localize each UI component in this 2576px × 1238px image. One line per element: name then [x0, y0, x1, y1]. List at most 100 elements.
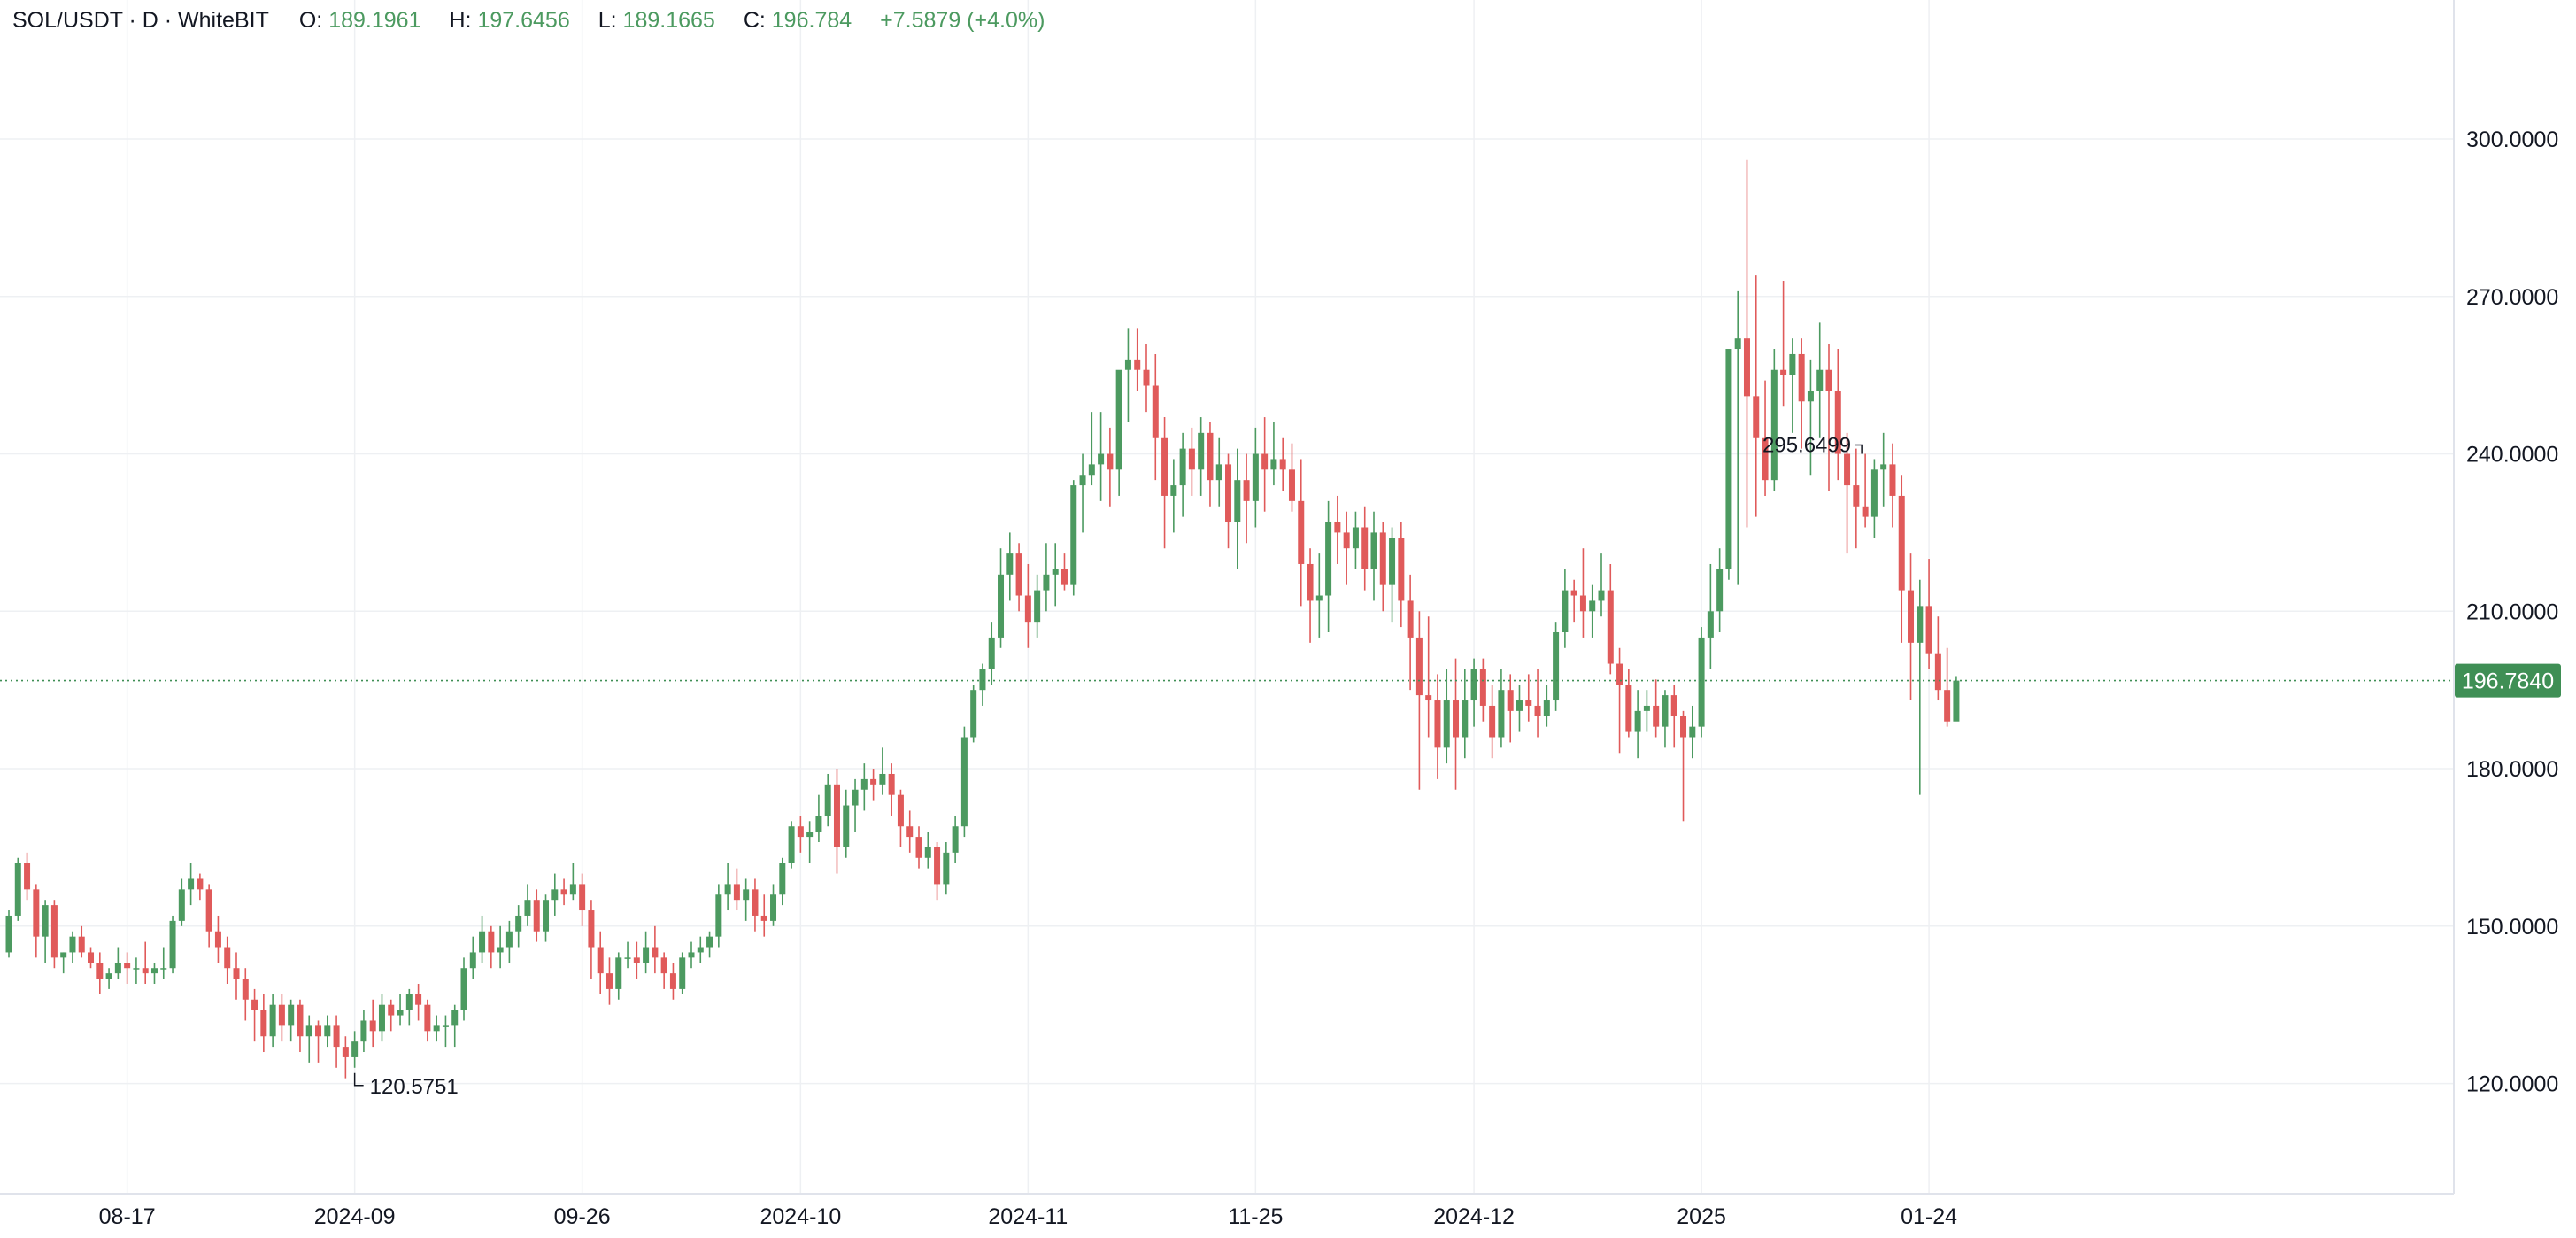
candle-up: [1170, 459, 1177, 533]
candle-body: [1579, 595, 1586, 612]
candle-up: [1707, 563, 1714, 669]
candle-down: [1361, 506, 1369, 591]
candle-body: [1543, 700, 1550, 716]
candle-up: [1052, 543, 1059, 607]
candle-body: [160, 968, 167, 970]
candle-down: [1060, 553, 1068, 591]
high-marker-arrow: [1855, 444, 1863, 454]
candle-up: [952, 816, 959, 863]
candle-body: [150, 968, 158, 974]
candle-down: [1579, 548, 1586, 638]
candle-body: [1215, 464, 1222, 481]
price-tick-label: 120.0000: [2466, 1072, 2558, 1097]
candle-up: [788, 821, 795, 869]
price-tick-label: 180.0000: [2466, 757, 2558, 782]
candle-down: [1334, 495, 1341, 564]
candle-body: [278, 1004, 285, 1026]
symbol-title[interactable]: SOL/USDT · D · WhiteBIT: [12, 7, 269, 33]
candle-down: [1288, 443, 1295, 512]
time-tick-label: 11-25: [1228, 1204, 1283, 1229]
candle-body: [1434, 700, 1441, 748]
candle-body: [315, 1025, 322, 1037]
candle-body: [188, 878, 195, 890]
time-axis[interactable]: 08-17 2024-09 09-26 2024-10 2024-11 11-25 2024…: [99, 1204, 1957, 1229]
candle-body: [1816, 369, 1824, 391]
candle-up: [1462, 669, 1469, 759]
candle-down: [1407, 574, 1414, 691]
candle-body: [305, 1025, 312, 1037]
candle-body: [451, 1010, 459, 1026]
candle-up: [1789, 338, 1796, 433]
candle-body: [1853, 485, 1860, 507]
price-tick-label: 240.0000: [2466, 443, 2558, 468]
candle-body: [724, 884, 731, 895]
candle-up: [569, 863, 576, 901]
candle-up: [970, 685, 977, 743]
candle-up: [860, 763, 868, 811]
candle-down: [342, 1036, 349, 1079]
candle-down: [1207, 422, 1214, 507]
candle-down: [1780, 281, 1787, 407]
candle-body: [1898, 495, 1905, 591]
candle-body: [1179, 448, 1186, 486]
candle-body: [1207, 432, 1214, 481]
price-axis[interactable]: 120.0000 150.0000 180.0000 210.0000 240.0000…: [2455, 128, 2561, 1097]
candle-body: [378, 1004, 385, 1032]
candle-down: [1434, 674, 1441, 779]
candle-body: [351, 1041, 359, 1057]
candle-body: [688, 952, 695, 958]
candle-body: [388, 1004, 395, 1016]
candle-body: [5, 915, 12, 953]
candle-body: [1498, 690, 1505, 738]
candle-body: [1844, 453, 1851, 486]
candle-body: [1170, 485, 1177, 496]
candle-body: [1134, 359, 1141, 370]
last-price-badge[interactable]: 196.7840: [2455, 663, 2561, 698]
candle-down: [369, 999, 376, 1048]
price-tick-label: 210.0000: [2466, 600, 2558, 624]
candle-body: [643, 947, 650, 963]
candle-down: [1625, 669, 1632, 738]
candle-body: [1944, 690, 1951, 722]
candle-body: [1516, 700, 1523, 711]
high-value: 197.6456: [477, 7, 570, 33]
candle-body: [1643, 705, 1650, 711]
candle-up: [433, 1015, 440, 1042]
candle-body: [233, 968, 240, 979]
candle-body: [96, 963, 104, 979]
candle-down: [1507, 674, 1514, 743]
candle-body: [1052, 569, 1059, 575]
candle-up: [1498, 669, 1505, 748]
candle-body: [142, 968, 149, 974]
candle-body: [1570, 590, 1577, 596]
candle-body: [397, 1010, 404, 1016]
candle-up: [1589, 584, 1596, 638]
candle-body: [1462, 700, 1469, 738]
candle-up: [150, 963, 158, 984]
candle-body: [988, 637, 995, 669]
price-tick-label: 300.0000: [2466, 128, 2558, 152]
candle-up: [405, 988, 413, 1026]
candle-down: [870, 769, 877, 801]
candle-down: [588, 900, 595, 979]
candle-up: [806, 821, 814, 863]
candles: [5, 159, 1960, 1079]
candle-body: [1298, 500, 1305, 564]
candle-up: [815, 794, 822, 843]
candle-down: [1844, 432, 1851, 554]
candle-up: [1325, 500, 1332, 632]
candle-body: [843, 805, 850, 847]
close-value: 196.784: [771, 7, 852, 33]
time-tick-label: 2024-10: [760, 1204, 841, 1229]
candle-body: [1425, 695, 1432, 701]
candle-down: [1534, 669, 1541, 738]
time-tick-label: 01-24: [1901, 1204, 1957, 1229]
candle-body: [624, 957, 631, 959]
time-tick-label: 2024-11: [988, 1204, 1068, 1229]
candle-up: [360, 1010, 367, 1053]
candle-body: [24, 863, 31, 890]
candle-body: [479, 931, 486, 953]
candle-up: [1034, 574, 1041, 638]
candle-down: [1680, 710, 1687, 822]
candle-up: [1917, 579, 1924, 795]
